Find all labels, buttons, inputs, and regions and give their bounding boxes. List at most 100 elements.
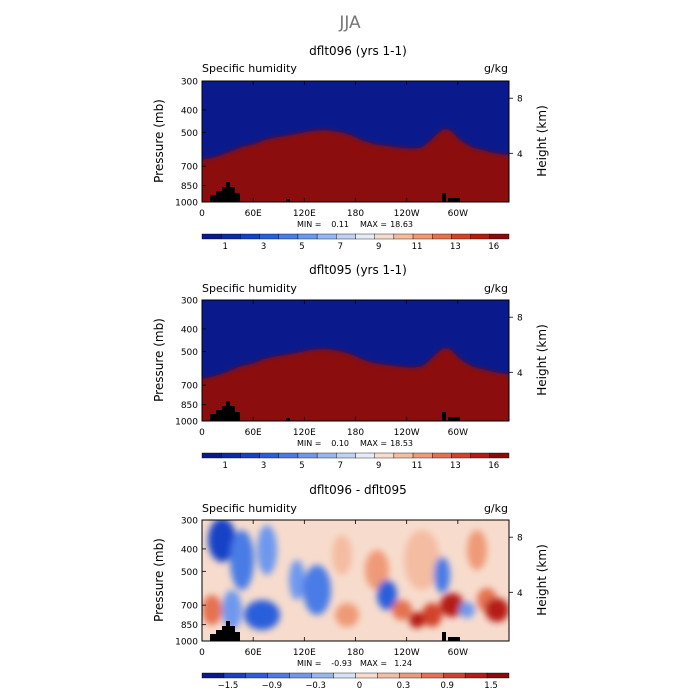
colorbar-label: 9: [376, 242, 381, 252]
colorbar-label: 13: [450, 461, 461, 471]
max-value: 18.53: [390, 439, 413, 448]
colorbar-swatch: [259, 452, 279, 459]
colorbar-swatch: [421, 672, 444, 679]
colorbar: 1 3 5 7 9 11 13 16: [201, 233, 510, 252]
colorbar-swatch: [451, 233, 471, 240]
y-tick-label: 400: [181, 106, 198, 116]
colorbar-label: 11: [412, 242, 423, 252]
panel-title: dflt096 - dflt095: [309, 483, 407, 497]
colorbar-label: 7: [338, 461, 343, 471]
right-tick-label: 8: [517, 534, 523, 544]
colorbar-label: 7: [338, 242, 343, 252]
colorbar-swatch: [245, 672, 268, 679]
colorbar-swatch: [393, 452, 414, 459]
y-axis-title: Pressure (mb): [152, 99, 166, 183]
colorbar-swatch: [377, 672, 400, 679]
right-axis-title: Height (km): [535, 324, 549, 395]
plot-area: [202, 81, 509, 202]
x-tick-label: 180: [347, 648, 364, 658]
right-tick-label: 8: [517, 95, 523, 105]
colorbar-label: 5: [299, 242, 304, 252]
y-tick-label: 850: [181, 621, 198, 631]
y-tick-label: 850: [181, 182, 198, 192]
y-tick-label: 300: [181, 78, 198, 88]
min-max-text: MIN = -0.93 MAX = 1.24: [297, 659, 412, 668]
x-axis: 0 60E 120E 180 120W 60W: [199, 300, 468, 438]
y-tick-label: 850: [181, 401, 198, 411]
y-tick-label: 700: [181, 163, 198, 173]
units-label: g/kg: [484, 62, 508, 75]
plot-area: [202, 300, 509, 421]
x-tick-label: 120E: [293, 209, 316, 219]
colorbar-swatch: [355, 233, 375, 240]
figure-title: JJA: [338, 13, 361, 33]
colorbar-swatch: [259, 233, 279, 240]
colorbar-swatch: [374, 233, 395, 240]
colorbar-label: 0.9: [440, 681, 454, 691]
colorbar-swatch: [240, 452, 260, 459]
max-label: MAX =: [360, 659, 387, 668]
colorbar-label: 1.5: [484, 681, 498, 691]
colorbar: 1 3 5 7 9 11 13 16: [201, 452, 510, 471]
y-tick-label: 500: [181, 348, 198, 358]
variable-label: Specific humidity: [202, 502, 297, 515]
x-tick-label: 180: [347, 428, 364, 438]
colorbar-swatch: [278, 233, 299, 240]
y-tick-label: 500: [181, 129, 198, 139]
colorbar-label: 16: [488, 242, 499, 252]
colorbar-swatch: [220, 233, 241, 240]
x-tick-label: 120W: [394, 209, 420, 219]
right-axis-title: Height (km): [535, 105, 549, 176]
colorbar-swatch: [393, 233, 414, 240]
colorbar-swatch: [336, 233, 356, 240]
y-axis-title: Pressure (mb): [152, 318, 166, 402]
colorbar-swatch: [201, 233, 222, 240]
colorbar-label: 9: [376, 461, 381, 471]
colorbar-swatch: [223, 672, 247, 679]
colorbar-label: 13: [450, 242, 461, 252]
min-max-text: MIN = 0.11 MAX = 18.63: [297, 220, 413, 229]
x-tick-label: 0: [199, 428, 205, 438]
colorbar-swatch: [333, 672, 356, 679]
colorbar-swatch: [201, 672, 225, 679]
y-axis: 300 400 500 700 850 1000 8 4: [175, 517, 523, 648]
min-max-text: MIN = 0.10 MAX = 18.53: [297, 439, 413, 448]
x-tick-label: 120W: [394, 428, 420, 438]
variable-label: Specific humidity: [202, 282, 297, 295]
colorbar-swatch: [297, 233, 318, 240]
colorbar-swatch: [316, 452, 337, 459]
colorbar-swatch: [336, 452, 356, 459]
colorbar-label: −0.9: [261, 681, 282, 691]
x-tick-label: 0: [199, 209, 205, 219]
colorbar-swatch: [289, 672, 312, 679]
max-value: 18.63: [390, 220, 413, 229]
colorbar-swatch: [311, 672, 334, 679]
x-tick-label: 120W: [394, 648, 420, 658]
y-axis: 300 400 500 700 850 1000 8 4: [175, 297, 523, 428]
plot-area: [202, 520, 509, 641]
colorbar-label: 3: [261, 461, 266, 471]
min-label: MIN =: [297, 659, 322, 668]
x-tick-label: 60W: [448, 209, 468, 219]
right-tick-label: 4: [517, 369, 523, 379]
min-label: MIN =: [297, 220, 322, 229]
colorbar-swatch: [374, 452, 395, 459]
colorbar-swatch: [489, 452, 510, 459]
min-label: MIN =: [297, 439, 322, 448]
colorbar-label: 1: [222, 461, 227, 471]
panel-1: dflt096 (yrs 1-1) Specific humidity g/kg…: [152, 44, 549, 252]
x-axis: 0 60E 120E 180 120W 60W: [199, 81, 468, 219]
colorbar-swatch: [220, 452, 241, 459]
variable-label: Specific humidity: [202, 62, 297, 75]
colorbar-swatch: [432, 452, 452, 459]
x-tick-label: 60E: [245, 428, 262, 438]
x-axis: 0 60E 120E 180 120W 60W: [199, 520, 468, 658]
colorbar-swatch: [412, 452, 433, 459]
y-tick-label: 700: [181, 602, 198, 612]
colorbar-swatch: [278, 452, 299, 459]
units-label: g/kg: [484, 282, 508, 295]
colorbar-swatch: [451, 452, 471, 459]
right-axis-title: Height (km): [535, 544, 549, 615]
min-value: 0.10: [331, 439, 349, 448]
panel-2: dflt095 (yrs 1-1) Specific humidity g/kg…: [152, 263, 549, 471]
